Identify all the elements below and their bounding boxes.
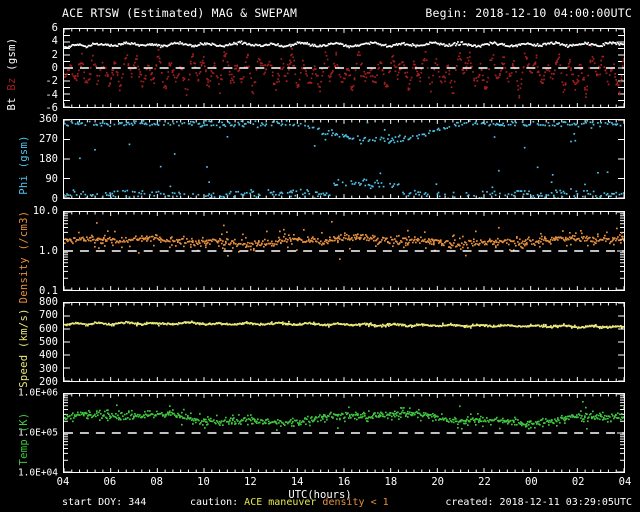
panel-phi [63,119,625,199]
ytick-label: 800 [39,296,58,308]
created-timestamp: created: 2018-12-11 03:29:05UTC [445,497,632,508]
plot-area-phi [64,120,624,198]
ytick-label: 1.0E+05 [17,427,58,439]
ytick-label: 600 [39,322,58,335]
caution-maneuver: ACE maneuver [244,497,317,508]
xaxis-tick-labels: 04 06 08 10 12 14 16 18 20 22 00 02 04 [57,476,632,490]
ytick-label: 270 [39,133,58,145]
xtick-label: 18 [384,476,398,488]
yaxis-labels-density: 10.0 1.0 0.1 [0,205,62,297]
xtick-label: 00 [525,476,538,488]
panel-bt-bz [63,28,625,108]
plot-area-bt-bz [64,29,624,107]
yaxis-title-speed: Speed (km/s) [18,308,30,388]
yaxis-title-temp: Temp (K) [18,412,30,466]
xtick-label: 02 [571,476,585,488]
yaxis-labels-speed: 800 700 600 500 400 300 200 [0,296,62,388]
ytick-label: 700 [39,309,58,322]
ytick-label: 200 [39,376,58,388]
panel-temp [63,393,625,473]
ytick-label: -6 [45,102,58,114]
yaxis-title-bt-bz: Bt Bz (gsm) [6,34,18,114]
ytick-label: 4 [51,35,58,48]
ytick-label: 90 [45,173,58,185]
page-title: ACE RTSW (Estimated) MAG & SWEPAM [62,6,298,20]
xtick-label: 08 [150,476,163,488]
xtick-label: 14 [290,476,304,488]
ytick-label: 1.0E+06 [17,387,58,399]
ytick-label: 300 [39,362,58,375]
xtick-label: 22 [478,476,491,488]
xtick-label: 12 [244,476,257,488]
ytick-label: 180 [39,153,58,165]
plot-area-density [64,212,624,290]
plot-area-temp [64,394,624,472]
begin-time: Begin: 2018-12-10 04:00:00UTC [425,6,632,20]
footer: start DOY: 344 caution: ACE maneuver densi… [0,497,640,511]
panel-density [63,211,625,291]
ytick-label: 360 [39,113,58,125]
caution-density: density < 1 [322,497,389,508]
ytick-label: 1.0E+04 [17,467,58,479]
ylabel-units: (gsm) [6,37,18,71]
xaxis-title: UTC(hours) [288,489,352,501]
ylabel-bz: Bz [6,77,18,91]
ytick-label: 0 [51,62,58,74]
ytick-label: 2 [51,48,58,61]
header: ACE RTSW (Estimated) MAG & SWEPAM Begin:… [0,6,640,22]
xtick-label: 06 [103,476,117,488]
caution-note: caution: ACE maneuver density < 1 [190,497,389,508]
panel-speed [63,302,625,382]
plot-area-speed [64,303,624,381]
ytick-label: 6 [51,22,58,34]
ytick-label: 1.0 [39,245,58,257]
caution-label: caution: [190,497,239,508]
ytick-label: -4 [45,88,58,101]
start-doy: start DOY: 344 [62,497,147,508]
xtick-label: 04 [618,476,632,488]
ytick-label: 500 [39,336,58,348]
xtick-label: 04 [56,476,70,488]
ytick-label: 0.1 [39,285,58,297]
xtick-label: 16 [337,476,351,488]
yaxis-labels-bt-bz: 6 4 2 0 -2 -4 -6 [0,22,62,114]
ytick-label: -2 [45,75,58,88]
yaxis-title-phi-text: Phi (gsm) [18,135,30,195]
xtick-label: 10 [197,476,210,488]
xtick-label: 20 [431,476,444,488]
ytick-label: 0 [51,193,58,205]
yaxis-labels-phi: 360 270 180 90 0 [0,113,62,205]
ytick-label: 400 [39,349,58,362]
ylabel-bt: Bt [6,97,18,111]
yaxis-labels-temp: 1.0E+06 1.0E+05 1.0E+04 [0,388,62,479]
ytick-label: 10.0 [32,205,58,217]
